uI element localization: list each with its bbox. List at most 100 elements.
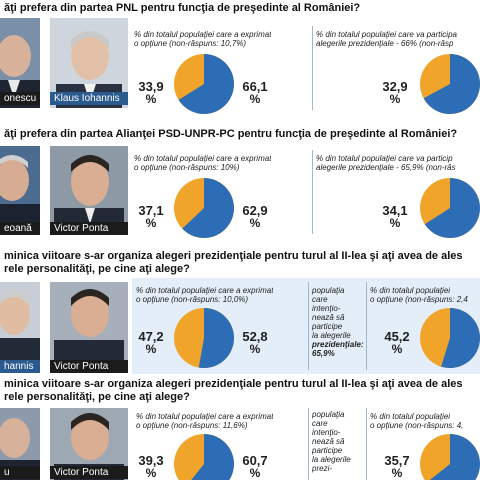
side-note-row-3: populaţia care intenţio- nează să partic…	[312, 286, 366, 358]
pie-1-row-2	[174, 178, 234, 238]
name-left-row-1: onescu	[0, 92, 40, 105]
caption-b-p2-row-2: alegerile prezidenţiale - 65,9% (non-răs	[316, 163, 456, 172]
value-right-text-row-3: 52,8	[242, 329, 268, 344]
side-line: intenţio-	[312, 304, 341, 313]
percent-sign: %	[249, 466, 261, 480]
value-left-text-row-1: 33,9	[138, 79, 164, 94]
caption-a-p1-row-3: % din totalul populaţiei care a exprimat	[136, 286, 274, 295]
side-note-row-4: populaţia care intenţio- nează să partic…	[312, 410, 366, 473]
caption-a-p1-row-2: % din totalul populaţiei care a exprimat	[134, 154, 272, 163]
pie-slice-blue	[198, 308, 234, 368]
name-right-row-1: Klaus Iohannis	[50, 92, 128, 105]
pie-slice-blue	[182, 178, 234, 238]
side-line: populaţia	[312, 410, 345, 419]
pie-slice-blue	[429, 434, 480, 480]
value-p2-row-3: 45,2%	[380, 330, 414, 356]
percent-sign: %	[145, 216, 157, 230]
name-right-row-3: Victor Ponta	[50, 360, 128, 373]
question-row-2: ăţi prefera din partea Alianţei PSD-UNPR…	[4, 128, 458, 140]
divider	[366, 282, 367, 370]
question-row-4: minica viitoare s-ar organiza alegeri pr…	[4, 378, 463, 390]
caption-a-p1-row-1: % din totalul populaţiei care a exprimat	[134, 30, 272, 39]
side-line: care	[312, 419, 328, 428]
percent-sign: %	[391, 342, 403, 356]
value-p2-text-row-1: 32,9	[382, 79, 408, 94]
value-left-row-1: 33,9%	[134, 80, 168, 106]
percent-sign: %	[249, 342, 261, 356]
value-right-text-row-4: 60,7	[242, 453, 268, 468]
value-right-row-2: 62,9%	[238, 204, 272, 230]
photo-left-row-3	[0, 282, 40, 360]
value-left-text-row-3: 47,2	[138, 329, 164, 344]
percent-sign: %	[145, 92, 157, 106]
caption-b-p1-row-3: o opţiune (non-răspuns: 10,0%)	[136, 295, 249, 304]
name-right-row-2: Victor Ponta	[50, 222, 128, 235]
percent-sign: %	[389, 92, 401, 106]
question-row-3-line-2: rele personalităţi, pe cine aţi alege?	[4, 263, 190, 275]
side-line: populaţia	[312, 286, 345, 295]
caption-b-p2-row-1: alegerile prezidenţiale - 66% (non-răsp	[316, 39, 454, 48]
photo-left-row-2	[0, 146, 40, 228]
value-p2-row-1: 32,9%	[378, 80, 412, 106]
caption-a-p2-row-4: % din totalul populaţiei	[370, 412, 451, 421]
side-line: intenţio-	[312, 428, 341, 437]
name-left-row-2: eoană	[0, 222, 40, 235]
question-row-4-line-2: rele personalităţi, pe cine aţi alege?	[4, 391, 190, 403]
question-row-3: minica viitoare s-ar organiza alegeri pr…	[4, 250, 463, 262]
side-line: participe	[312, 322, 343, 331]
caption-b-p2-row-4: o opţiune (non-răspuns: 4,	[370, 421, 464, 430]
pie-2-row-3	[420, 308, 480, 368]
question-row-1: ăţi prefera din partea PNL pentru funcţi…	[4, 2, 361, 14]
value-left-row-3: 47,2%	[134, 330, 168, 356]
caption-b-p1-row-2: o opţiune (non-răspuns: 10%)	[134, 163, 240, 172]
value-p2-text-row-3: 45,2	[384, 329, 410, 344]
value-right-text-row-2: 62,9	[242, 203, 268, 218]
pie-1-row-3	[174, 308, 234, 368]
value-left-text-row-4: 39,3	[138, 453, 164, 468]
pie-2-row-4	[420, 434, 480, 480]
value-left-row-2: 37,1%	[134, 204, 168, 230]
value-right-row-3: 52,8%	[238, 330, 272, 356]
value-right-row-4: 60,7%	[238, 454, 272, 480]
side-line: prezi-	[312, 464, 333, 473]
percent-sign: %	[249, 216, 261, 230]
photo-right-row-3	[50, 282, 128, 360]
pie-slice-blue	[191, 434, 234, 480]
value-p2-row-4: 35,7%	[380, 454, 414, 480]
divider	[308, 282, 309, 370]
name-left-row-4: u	[0, 466, 40, 479]
name-left-row-3: hannis	[0, 360, 40, 373]
percent-sign: %	[145, 342, 157, 356]
value-left-text-row-2: 37,1	[138, 203, 164, 218]
value-p2-text-row-2: 34,1	[382, 203, 408, 218]
percent-sign: %	[145, 466, 157, 480]
pie-slice-blue	[178, 54, 234, 114]
value-left-row-4: 39,3%	[134, 454, 168, 480]
divider	[312, 150, 313, 234]
value-right-row-1: 66,1%	[238, 80, 272, 106]
caption-b-p2-row-3: o opţiune (non-răspuns: 2,4	[370, 295, 468, 304]
divider	[312, 26, 313, 110]
caption-a-p2-row-2: % din totalul populaţiei care va partici…	[316, 154, 453, 163]
pie-slice-blue	[441, 308, 480, 368]
side-line: nează să	[312, 313, 345, 322]
caption-b-p1-row-1: o opţiune (non-răspuns: 10,7%)	[134, 39, 247, 48]
value-right-text-row-1: 66,1	[242, 79, 268, 94]
side-line: la alegerile	[312, 455, 351, 464]
pie-1-row-4	[174, 434, 234, 480]
name-right-row-4: Victor Ponta	[50, 466, 128, 479]
caption-b-p1-row-4: o opţiune (non-răspuns: 11,6%)	[136, 421, 248, 430]
caption-a-p1-row-4: % din totalul populaţiei care a exprimat	[136, 412, 274, 421]
side-line: care	[312, 295, 328, 304]
percent-sign: %	[389, 216, 401, 230]
percent-sign: %	[249, 92, 261, 106]
value-p2-row-2: 34,1%	[378, 204, 412, 230]
caption-a-p2-row-1: % din totalul populaţiei care va partici…	[316, 30, 457, 39]
side-line: participe	[312, 446, 343, 455]
photo-right-row-2	[50, 146, 128, 228]
pie-slice-blue	[423, 54, 480, 114]
caption-a-p2-row-3: % din totalul populaţiei	[370, 286, 451, 295]
side-line: la alegerile	[312, 331, 351, 340]
side-line: nează să	[312, 437, 345, 446]
side-line: prezidenţiale: 65,9%	[312, 340, 364, 358]
